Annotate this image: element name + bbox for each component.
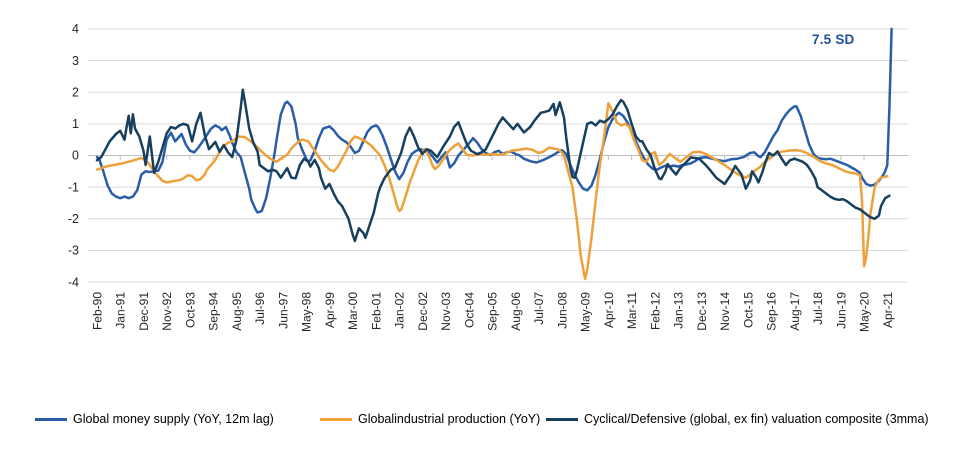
x-tick-label: Mar-11 (625, 292, 639, 329)
y-tick-label: 2 (72, 85, 79, 99)
series-lines (95, 27, 893, 281)
legend-label-valuation-composite: Cyclical/Defensive (global, ex fin) valu… (584, 412, 929, 426)
x-tick-label: Feb-90 (91, 292, 105, 330)
y-tick-label: -3 (68, 244, 79, 258)
x-tick-label: May-09 (579, 292, 593, 332)
x-tick-label: May-20 (858, 292, 872, 332)
y-tick-label: 0 (72, 149, 79, 163)
x-tick-label: Jun-97 (276, 292, 290, 329)
y-axis-labels: 4 3 2 1 0 -1 -2 -3 -4 (68, 22, 79, 289)
x-tick-label: Nov-14 (718, 292, 732, 331)
x-tick-label: Apr-10 (602, 292, 616, 328)
x-tick-label: May-98 (300, 292, 314, 332)
annotation-7-5-sd: 7.5 SD (812, 32, 855, 47)
x-tick-label: Oct-93 (183, 292, 197, 328)
x-tick-label: Aug-17 (788, 292, 802, 331)
chart-canvas: 4 3 2 1 0 -1 -2 -3 -4 Feb-90 Jan-91 Dec-91 Nov-92 Oct… (68, 22, 908, 332)
legend-entry-money-supply: Global money supply (YoY, 12m lag) (35, 406, 274, 432)
x-tick-label: Dec-91 (137, 292, 151, 331)
y-tick-label: -2 (68, 212, 79, 226)
y-tick-label: 4 (72, 22, 79, 36)
x-tick-label: Dec-02 (416, 292, 430, 331)
x-tick-label: Nov-92 (160, 292, 174, 331)
line-chart: 4 3 2 1 0 -1 -2 -3 -4 Feb-90 Jan-91 Dec-91 Nov-92 Oct… (68, 22, 908, 332)
y-tick-label: 1 (72, 117, 79, 131)
x-tick-label: Dec-13 (695, 292, 709, 331)
x-tick-label: Feb-12 (648, 292, 662, 330)
x-tick-label: Jan-02 (393, 292, 407, 329)
x-tick-label: Jan-91 (114, 292, 128, 329)
x-tick-label: Feb-01 (369, 292, 383, 330)
x-tick-label: Sep-94 (207, 292, 221, 331)
money-supply-line (95, 27, 893, 214)
y-tick-label: 3 (72, 54, 79, 68)
x-axis-labels: Feb-90 Jan-91 Dec-91 Nov-92 Oct-93 Sep-94 Aug-… (91, 292, 895, 332)
industrial-production-line (95, 102, 889, 281)
industrial-production-line-swatch (320, 417, 352, 421)
x-tick-label: Aug-06 (509, 292, 523, 331)
x-tick-label: Jul-18 (811, 292, 825, 325)
x-tick-label: Oct-15 (741, 292, 755, 328)
x-tick-label: Apr-21 (881, 292, 895, 328)
x-tick-label: Oct-04 (462, 292, 476, 328)
valuation-composite-line (95, 88, 891, 243)
legend-entry-industrial-production: Globalindustrial production (YoY) (320, 406, 540, 432)
x-tick-label: Apr-99 (323, 292, 337, 328)
legend-label-industrial-production: Globalindustrial production (YoY) (358, 412, 541, 426)
x-tick-label: Mar-00 (346, 292, 360, 330)
valuation-composite-line-swatch (546, 417, 578, 421)
x-tick-label: Jul-07 (532, 292, 546, 325)
legend-entry-valuation-composite: Cyclical/Defensive (global, ex fin) valu… (546, 406, 929, 432)
x-tick-label: Jun-08 (555, 292, 569, 329)
money-supply-line-swatch (35, 417, 67, 421)
x-tick-label: Aug-95 (230, 292, 244, 331)
legend-label-money-supply: Global money supply (YoY, 12m lag) (73, 412, 274, 426)
x-tick-label: Jul-96 (253, 292, 267, 325)
chart-legend: Global money supply (YoY, 12m lag) Globa… (0, 406, 969, 436)
x-tick-label: Sep-05 (486, 292, 500, 331)
x-tick-label: Nov-03 (439, 292, 453, 331)
y-tick-label: -4 (68, 275, 79, 289)
x-tick-label: Jun-19 (834, 292, 848, 329)
y-tick-label: -1 (68, 180, 79, 194)
x-tick-label: Jan-13 (672, 292, 686, 329)
x-tick-label: Sep-16 (765, 292, 779, 331)
